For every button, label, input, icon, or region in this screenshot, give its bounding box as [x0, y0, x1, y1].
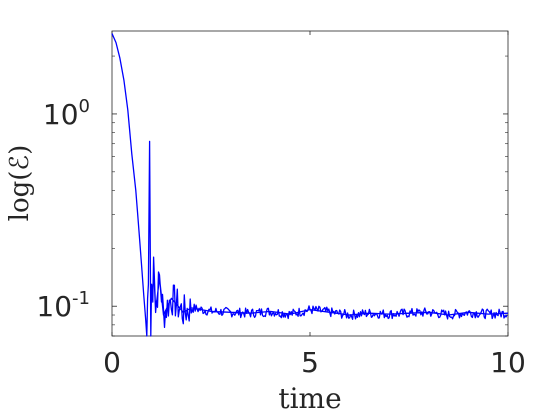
x-tick-label: 5 — [301, 346, 319, 379]
plot-area — [111, 30, 509, 337]
series-line — [111, 33, 509, 337]
tick-marks — [111, 31, 509, 337]
x-tick-label: 0 — [103, 346, 121, 379]
x-axis-label: time — [278, 382, 341, 415]
y-axis-label: log(ℰ) — [5, 145, 35, 222]
x-tick-label: 10 — [490, 346, 526, 379]
y-tick-label: 100 — [43, 96, 90, 131]
y-tick-label: 10-1 — [36, 288, 90, 323]
